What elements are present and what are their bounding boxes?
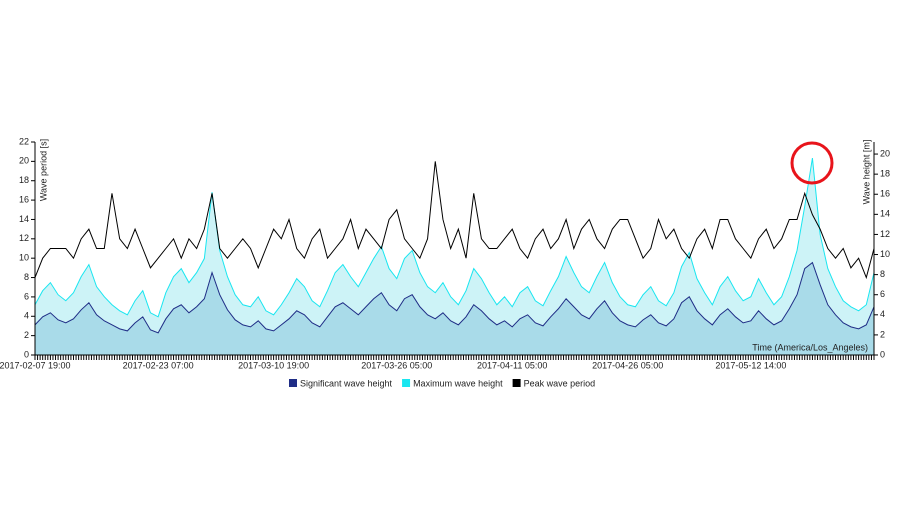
legend-label: Significant wave height (300, 378, 393, 388)
x-tick-label: 2017-02-23 07:00 (123, 360, 194, 370)
y-tick-label: 22 (19, 136, 29, 146)
legend-label: Peak wave period (524, 378, 596, 388)
y-tick-label: 0 (24, 349, 29, 359)
y-tick-label: 8 (24, 272, 29, 282)
y2-tick-label: 0 (880, 349, 885, 359)
y2-tick-label: 4 (880, 309, 885, 319)
legend-swatch (289, 379, 297, 387)
legend-swatch (512, 379, 521, 387)
x-axis-label: Time (America/Los_Angeles) (752, 342, 868, 352)
line (34, 161, 875, 280)
y2-tick-label: 6 (880, 289, 885, 299)
plot-area (34, 157, 875, 355)
y2-tick-label: 2 (880, 329, 885, 339)
y-tick-label: 6 (24, 291, 29, 301)
y-tick-label: 18 (19, 175, 29, 185)
x-tick-label: 2017-04-11 05:00 (477, 360, 547, 370)
line (34, 261, 875, 334)
highlight-circle (790, 141, 834, 185)
x-tick-label: 2017-03-10 19:00 (238, 360, 309, 370)
area (35, 262, 874, 355)
y-axis-label: Wave period [s] (38, 139, 48, 201)
legend-label: Maximum wave height (413, 378, 503, 388)
y2-axis-label: Wave height [m] (861, 140, 871, 205)
y-tick-label: 4 (24, 311, 29, 321)
y-tick-label: 12 (19, 233, 29, 243)
y2-tick-label: 14 (880, 209, 890, 219)
y-tick-label: 10 (19, 253, 29, 263)
y-tick-label: 16 (19, 194, 29, 204)
y-tick-label: 20 (19, 156, 29, 166)
line (34, 157, 875, 318)
y-tick-label: 2 (24, 330, 29, 340)
y2-tick-label: 12 (880, 229, 890, 239)
y2-tick-label: 10 (880, 249, 890, 259)
y-tick-label: 14 (19, 214, 29, 224)
x-tick-label: 2017-05-12 14:00 (715, 360, 786, 370)
x-tick-label: 2017-03-26 05:00 (361, 360, 432, 370)
x-tick-label: 2017-04-26 05:00 (592, 360, 663, 370)
y2-tick-label: 18 (880, 169, 890, 179)
y2-tick-label: 8 (880, 269, 885, 279)
y2-tick-label: 20 (880, 148, 890, 158)
x-tick-label: 2017-02-07 19:00 (0, 360, 71, 370)
y2-tick-label: 16 (880, 189, 890, 199)
legend-swatch (402, 379, 411, 387)
